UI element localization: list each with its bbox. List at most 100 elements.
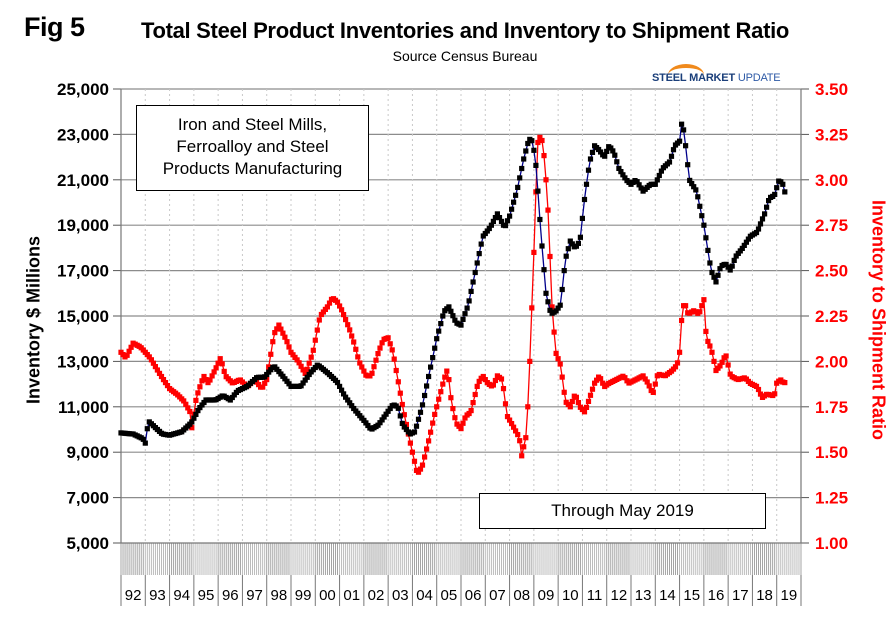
ratio-point <box>197 384 203 390</box>
ratio-point <box>561 389 567 395</box>
ratio-point <box>211 369 217 375</box>
inventory-point <box>490 218 496 224</box>
ratio-point <box>308 354 314 360</box>
inventory-point <box>436 328 442 334</box>
y-axis-left-ticks: 5,000 7,000 9,000 11,000 13,000 15,000 17,000 1… <box>57 80 109 553</box>
inventory-point <box>670 147 677 153</box>
ratio-point <box>498 376 505 382</box>
inventory-point <box>474 260 480 266</box>
ratio-point <box>310 347 316 353</box>
y-tick-label-left: 5,000 <box>66 534 109 553</box>
inventory-point <box>715 272 721 278</box>
y-tick-label-left: 19,000 <box>57 216 109 235</box>
inventory-point <box>415 416 422 422</box>
ratio-point <box>504 414 511 420</box>
ratio-point <box>164 383 171 389</box>
ratio-point <box>359 364 365 370</box>
ratio-point <box>490 382 496 388</box>
annotation-line: Ferroalloy and Steel <box>176 137 329 156</box>
inventory-point <box>701 222 707 228</box>
ratio-point <box>207 377 213 383</box>
ratio-point <box>705 338 711 344</box>
inventory-point <box>446 304 452 310</box>
inventory-point <box>464 305 470 311</box>
inventory-point <box>717 266 723 272</box>
inventory-point <box>587 156 594 162</box>
y-tick-label-right: 3.25 <box>815 125 848 144</box>
inventory-point <box>668 153 675 159</box>
ratio-point <box>436 396 442 402</box>
y-tick-label-right: 2.25 <box>815 307 848 326</box>
inventory-point <box>424 383 430 389</box>
inventory-point <box>498 218 505 224</box>
ratio-point <box>162 380 169 386</box>
inventory-point <box>561 268 567 274</box>
inventory-point <box>379 417 385 423</box>
inventory-point <box>741 242 747 248</box>
ratio-point <box>306 360 312 366</box>
inventory-point <box>654 177 660 183</box>
inventory-point <box>470 279 476 285</box>
ratio-point <box>199 378 205 384</box>
axes <box>113 88 809 606</box>
inventory-point <box>614 159 620 165</box>
ratio-point <box>719 359 725 365</box>
x-tick-label: 95 <box>198 587 215 604</box>
inventory-point <box>616 165 622 171</box>
ratio-point <box>703 328 709 334</box>
inventory-point <box>577 234 583 240</box>
inventory-point <box>725 264 731 270</box>
x-tick-label: 00 <box>319 587 336 604</box>
ratio-point <box>128 344 134 350</box>
inventory-point <box>539 243 545 249</box>
x-tick-label: 07 <box>489 587 506 604</box>
ratio-point <box>124 352 130 358</box>
ratio-point <box>519 453 525 459</box>
series-inventory <box>118 121 788 446</box>
ratio-point <box>697 309 703 315</box>
ratio-point <box>640 373 646 379</box>
ratio-point <box>298 363 304 369</box>
inventory-point <box>341 391 347 397</box>
chart-title: Total Steel Product Inventories and Inve… <box>140 18 790 43</box>
inventory-point <box>743 239 749 245</box>
inventory-point <box>519 165 525 172</box>
ratio-point <box>201 373 207 380</box>
ratio-point <box>646 383 652 389</box>
ratio-point <box>672 364 679 370</box>
inventory-point <box>413 423 420 429</box>
ratio-point <box>262 380 268 386</box>
inventory-point <box>494 211 500 217</box>
inventory-point <box>699 213 705 219</box>
ratio-point <box>407 440 413 446</box>
ratio-point <box>415 469 422 475</box>
ratio-point <box>187 408 193 415</box>
inventory-point <box>762 211 768 217</box>
annotation-through-date: Through May 2019 <box>479 493 766 529</box>
y-tick-label-right: 3.00 <box>815 171 848 190</box>
ratio-point <box>276 322 282 328</box>
y-tick-label-right: 2.00 <box>815 352 848 371</box>
x-tick-label: 10 <box>562 587 579 604</box>
inventory-point <box>723 261 729 267</box>
inventory-point <box>541 267 547 273</box>
inventory-point <box>598 149 604 155</box>
annotation-line: Products Manufacturing <box>162 159 343 178</box>
inventory-point <box>610 148 616 154</box>
ratio-point <box>587 392 594 398</box>
ratio-point <box>411 458 418 464</box>
inventory-point <box>432 345 438 351</box>
ratio-point <box>753 383 760 389</box>
inventory-point <box>731 257 737 263</box>
y-tick-label-right: 2.75 <box>815 216 848 235</box>
inventory-point <box>492 215 498 221</box>
ratio-point <box>158 373 165 380</box>
inventory-point <box>502 223 509 229</box>
ratio-point <box>674 360 681 366</box>
inventory-point <box>739 245 745 251</box>
inventory-point <box>565 246 571 252</box>
ratio-point <box>462 415 468 421</box>
x-tick-label: 18 <box>756 587 773 604</box>
inventory-point <box>755 226 762 232</box>
ratio-point <box>517 438 523 444</box>
